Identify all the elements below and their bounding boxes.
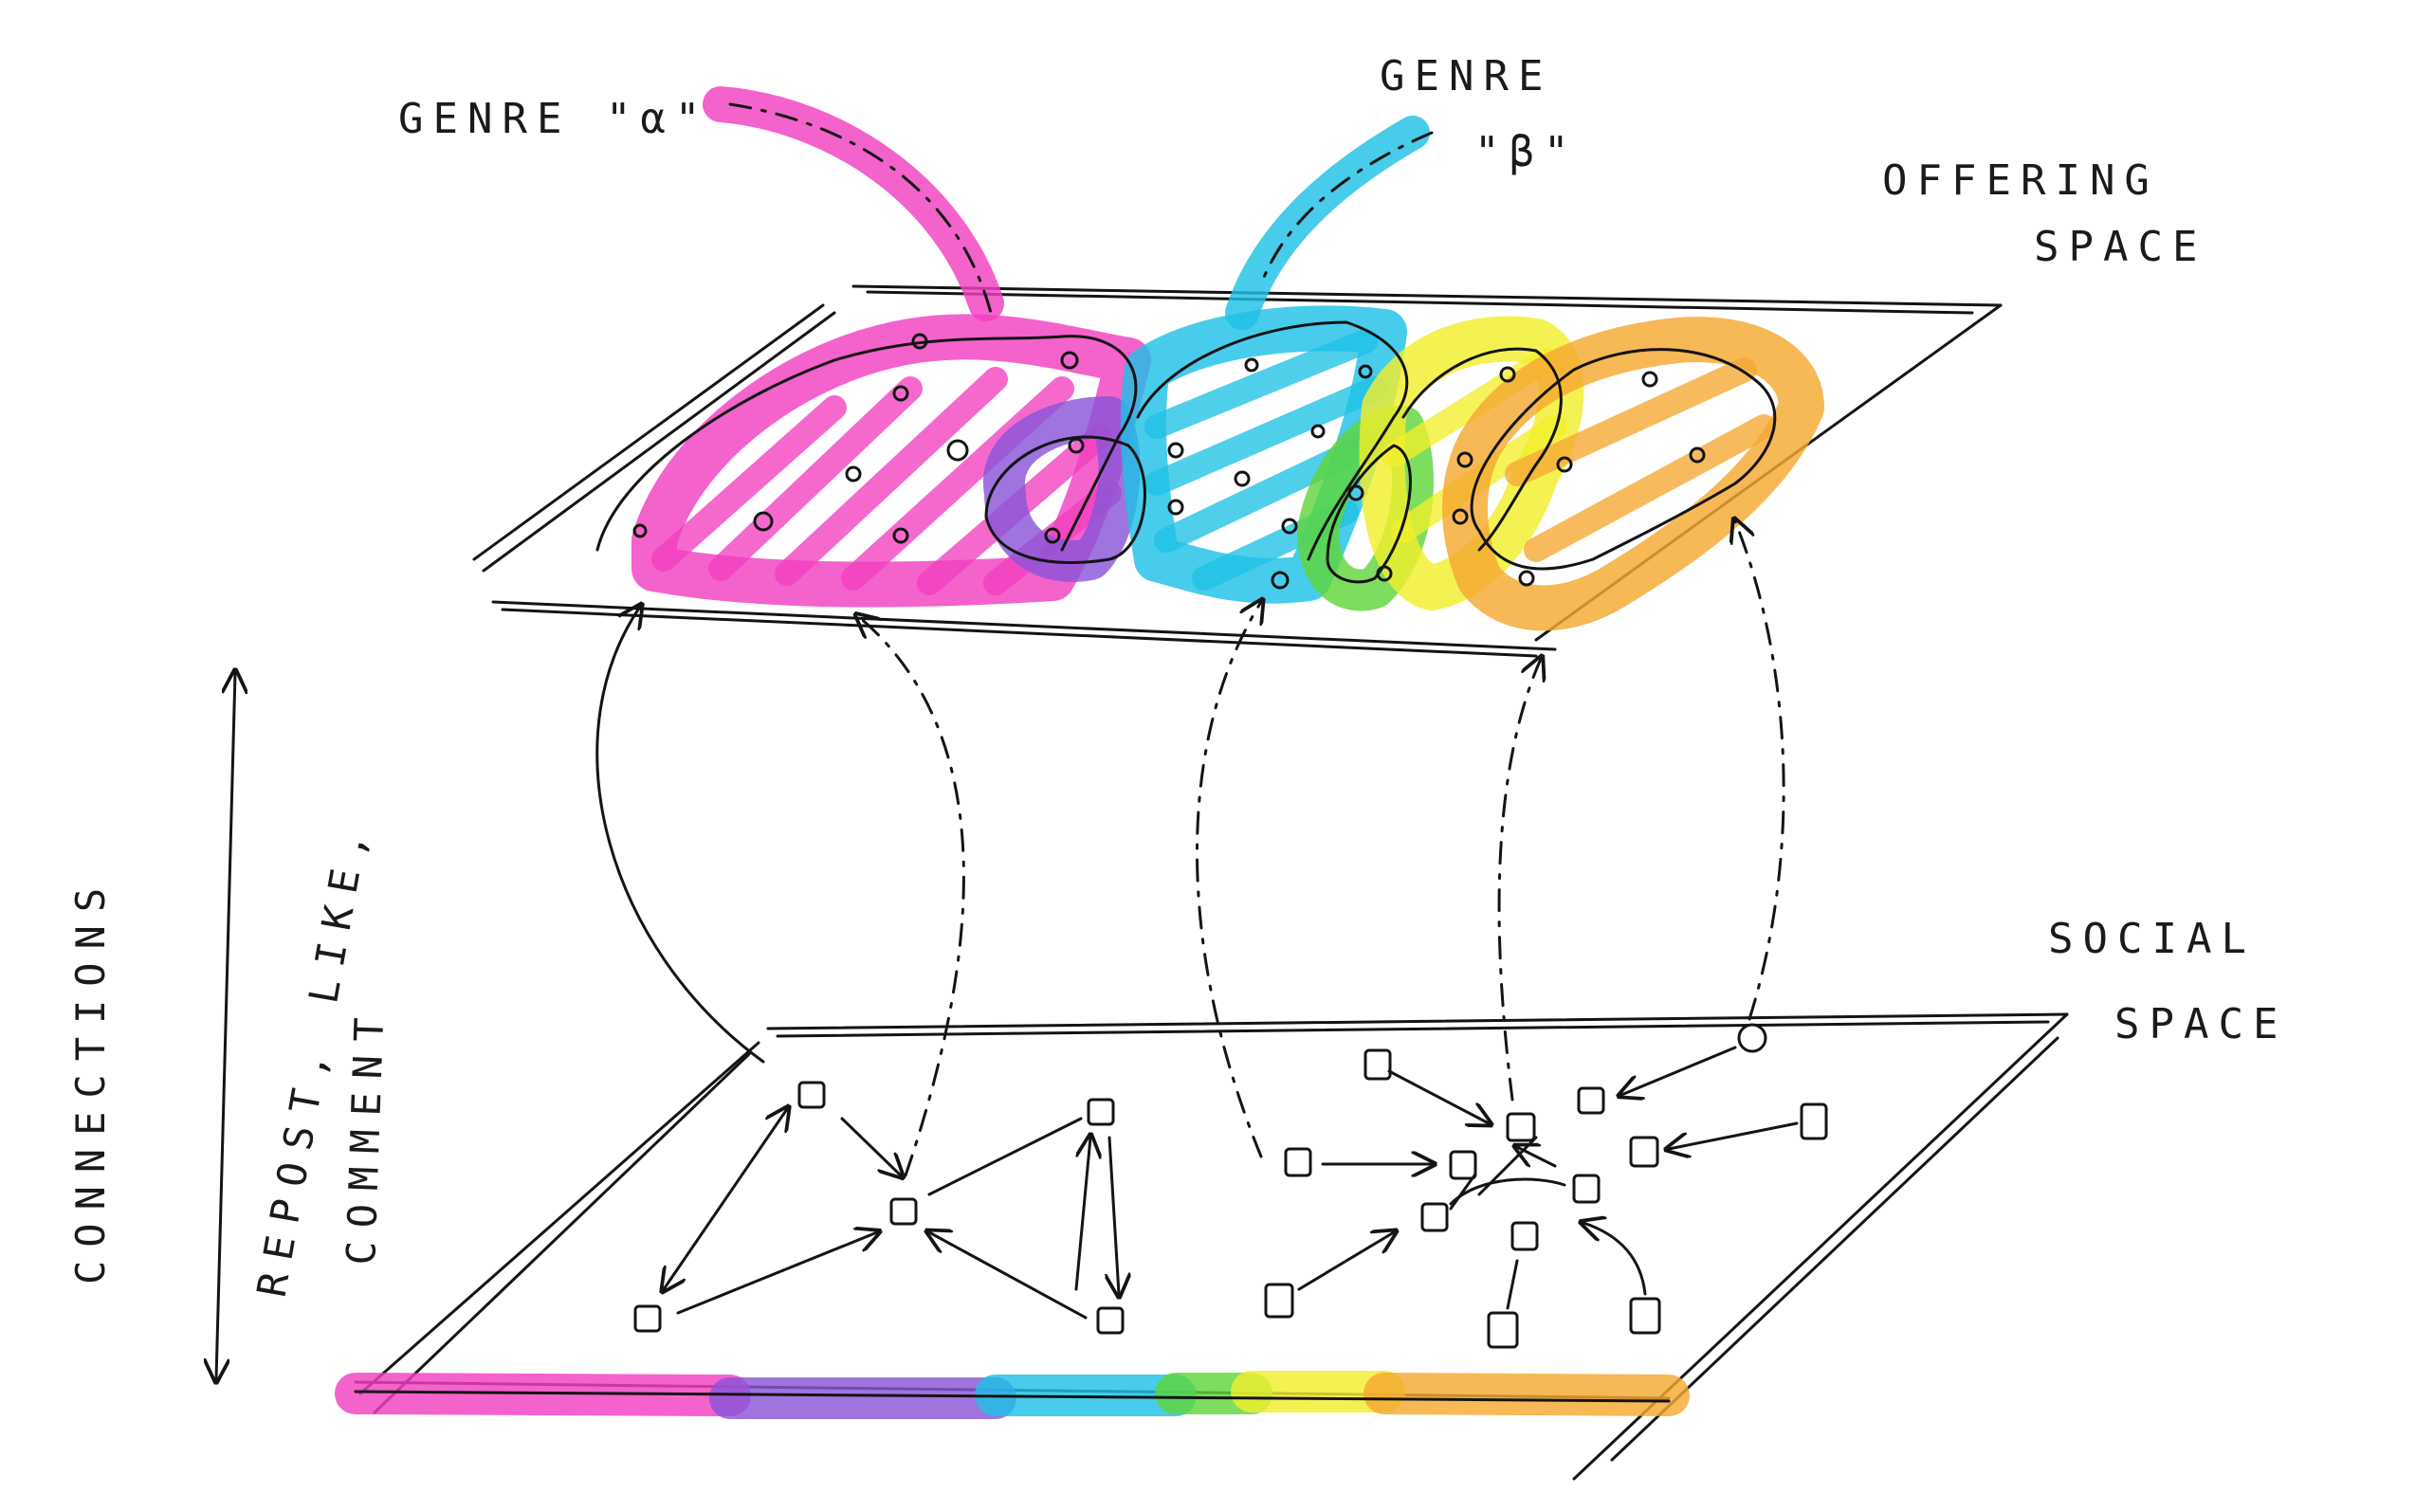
social-network-left [633, 1081, 1125, 1335]
offering-space-label-line2: SPACE [2034, 223, 2206, 271]
user-node [1420, 1202, 1449, 1232]
user-node [1284, 1147, 1312, 1177]
user-node [633, 1304, 662, 1333]
user-node [1087, 1098, 1115, 1126]
user-node [1510, 1221, 1539, 1251]
offering-space-label-line1: OFFERING [1882, 156, 2159, 205]
genre-leaders [728, 102, 1434, 315]
user-node [1737, 1023, 1767, 1053]
offering-item [1234, 470, 1251, 487]
connections-label: CONNECTIONS [67, 875, 114, 1284]
offering-item [1068, 437, 1085, 454]
offering-item [1167, 442, 1184, 459]
offering-item [753, 511, 774, 532]
user-node [1629, 1297, 1661, 1335]
orange-region [1442, 317, 1824, 631]
connection-arcs [595, 521, 1785, 1177]
offering-item [1518, 570, 1535, 587]
user-node [1572, 1174, 1601, 1204]
cluster-outlines [595, 320, 1777, 584]
green-overlap-region [1297, 406, 1434, 611]
offering-item [1689, 446, 1706, 464]
offering-item [1271, 571, 1290, 590]
user-node [1449, 1150, 1477, 1180]
genre-beta-label-line2: "β" [1474, 128, 1578, 176]
offering-item [911, 333, 928, 350]
user-node [1577, 1086, 1605, 1115]
offering-item [1310, 424, 1326, 439]
user-node [797, 1081, 826, 1109]
genre-alpha-label: GENRE "α" [398, 95, 709, 143]
offering-item [1347, 484, 1364, 501]
purple-overlap-region [982, 396, 1141, 582]
offering-item [1060, 351, 1079, 370]
user-node [1629, 1136, 1659, 1168]
offering-item [1167, 499, 1184, 516]
user-node [1487, 1311, 1519, 1349]
user-node [1800, 1102, 1828, 1140]
offering-item [1452, 508, 1469, 525]
offering-item [632, 523, 648, 538]
offering-item [1376, 565, 1393, 582]
offering-item [1044, 527, 1061, 544]
connections-arrow [216, 673, 235, 1379]
user-node [1363, 1048, 1392, 1081]
genre-spectrum-bar [335, 1371, 1690, 1419]
offering-item [1281, 518, 1298, 535]
genre-alpha-tail [703, 86, 1004, 321]
genre-beta-label-line1: GENRE [1380, 52, 1552, 100]
user-node [1264, 1283, 1294, 1319]
offering-space-plane [472, 284, 2003, 658]
user-node [1096, 1306, 1125, 1335]
social-space-label-line2: SPACE [2114, 1000, 2287, 1048]
offering-item [845, 465, 862, 483]
offering-items [632, 333, 1706, 590]
comment-label: COMMENT [338, 1004, 393, 1266]
offering-item [1641, 371, 1658, 388]
social-space-label-line1: SOCIAL [2048, 915, 2256, 963]
offering-item [1499, 366, 1516, 383]
offering-item [1556, 456, 1573, 473]
offering-item [1358, 364, 1373, 379]
user-node [1506, 1112, 1536, 1142]
offering-item [892, 527, 909, 544]
offering-item [1244, 357, 1259, 373]
offering-item [892, 385, 909, 402]
genre-beta-tail [1225, 116, 1430, 330]
user-node [889, 1197, 918, 1226]
social-network-right [1264, 1023, 1828, 1349]
offering-item [1456, 451, 1473, 468]
offering-item [946, 439, 969, 462]
